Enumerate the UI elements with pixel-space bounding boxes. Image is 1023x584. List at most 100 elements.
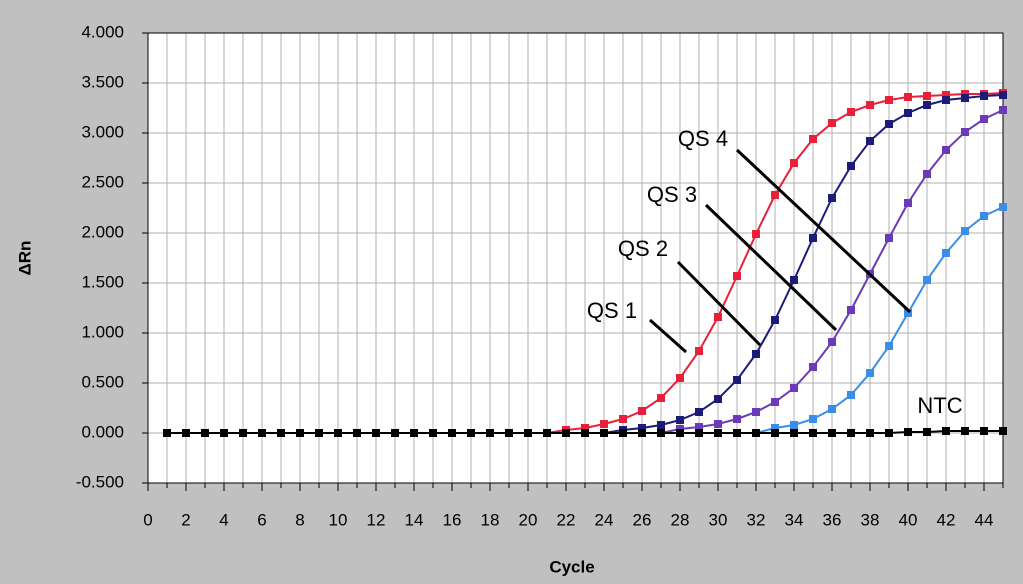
x-tick-label: 30 (709, 510, 728, 529)
data-point (809, 234, 817, 242)
data-point (942, 96, 950, 104)
data-point (866, 369, 874, 377)
data-point (942, 427, 950, 435)
data-point (657, 421, 665, 429)
x-tick-label: 4 (219, 510, 228, 529)
data-point (315, 429, 323, 437)
data-point (999, 427, 1007, 435)
data-point (980, 92, 988, 100)
data-point (562, 429, 570, 437)
data-point (809, 363, 817, 371)
data-point (714, 313, 722, 321)
data-point (866, 137, 874, 145)
data-point (258, 429, 266, 437)
data-point (486, 429, 494, 437)
data-point (771, 398, 779, 406)
data-point (372, 429, 380, 437)
x-tick-label: 42 (937, 510, 956, 529)
data-point (714, 420, 722, 428)
data-point (904, 199, 912, 207)
data-point (638, 429, 646, 437)
y-axis-title: ΔRn (15, 241, 34, 276)
leader-line (735, 148, 912, 314)
data-point (980, 212, 988, 220)
series-label: QS 2 (618, 236, 668, 261)
data-point (885, 234, 893, 242)
data-point (201, 429, 209, 437)
data-point (429, 429, 437, 437)
x-tick-label: 32 (747, 510, 766, 529)
leader-line (676, 260, 762, 347)
data-point (657, 429, 665, 437)
data-point (505, 429, 513, 437)
data-point (752, 408, 760, 416)
data-point (923, 170, 931, 178)
y-tick-label: 3.500 (81, 72, 124, 91)
data-point (942, 146, 950, 154)
data-point (771, 316, 779, 324)
data-point (733, 376, 741, 384)
data-point (695, 423, 703, 431)
data-point (847, 391, 855, 399)
data-point (961, 128, 969, 136)
y-tick-label: 4.000 (81, 22, 124, 41)
data-point (543, 429, 551, 437)
data-point (410, 429, 418, 437)
data-point (714, 395, 722, 403)
x-tick-label: 16 (443, 510, 462, 529)
data-point (638, 424, 646, 432)
data-point (448, 429, 456, 437)
data-point (771, 191, 779, 199)
data-point (733, 415, 741, 423)
y-tick-label: 0.500 (81, 372, 124, 391)
leader-line (649, 318, 687, 354)
data-point (904, 309, 912, 317)
data-point (353, 429, 361, 437)
data-point (619, 415, 627, 423)
data-point (923, 92, 931, 100)
x-tick-label: 28 (671, 510, 690, 529)
data-point (638, 407, 646, 415)
data-point (790, 159, 798, 167)
data-point (904, 109, 912, 117)
data-point (771, 429, 779, 437)
data-point (828, 194, 836, 202)
data-point (676, 416, 684, 424)
data-point (239, 429, 247, 437)
data-point (752, 429, 760, 437)
data-point (828, 429, 836, 437)
data-point (676, 374, 684, 382)
data-point (695, 347, 703, 355)
data-point (277, 429, 285, 437)
data-point (847, 429, 855, 437)
x-tick-label: 36 (823, 510, 842, 529)
data-point (847, 306, 855, 314)
plot-area (147, 32, 1004, 484)
x-tick-label: 0 (143, 510, 152, 529)
data-point (904, 428, 912, 436)
data-point (296, 429, 304, 437)
data-point (809, 135, 817, 143)
y-tick-label: 1.000 (81, 322, 124, 341)
x-tick-label: 12 (367, 510, 386, 529)
data-point (334, 429, 342, 437)
y-tick-label: -0.500 (76, 472, 124, 491)
data-point (790, 276, 798, 284)
data-point (467, 429, 475, 437)
data-point (885, 342, 893, 350)
data-point (809, 429, 817, 437)
data-point (999, 91, 1007, 99)
data-point (790, 421, 798, 429)
data-point (581, 424, 589, 432)
data-point (790, 384, 798, 392)
data-point (752, 230, 760, 238)
data-point (581, 429, 589, 437)
data-point (828, 338, 836, 346)
data-point (999, 203, 1007, 211)
data-point (923, 276, 931, 284)
data-point (600, 420, 608, 428)
y-tick-label: 1.500 (81, 272, 124, 291)
data-point (733, 272, 741, 280)
series-label: QS 4 (678, 126, 728, 151)
data-point (771, 424, 779, 432)
